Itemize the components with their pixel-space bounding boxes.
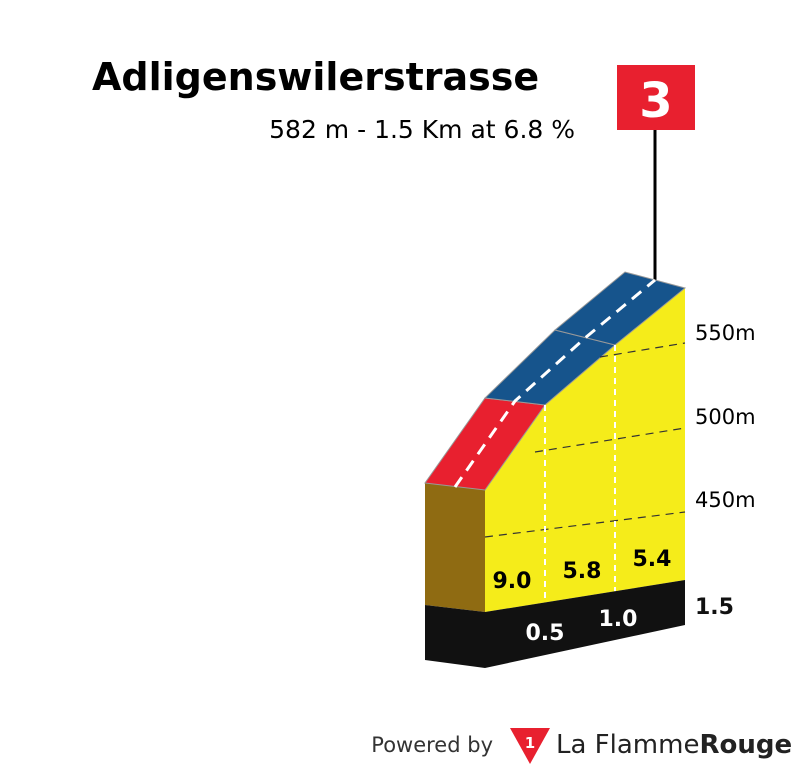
base	[485, 580, 685, 668]
km-marker: 1.5	[695, 595, 734, 620]
category-badge: 3	[639, 73, 672, 129]
road-centerline	[453, 278, 656, 488]
km-markers: 0.5 1.0 1.5	[526, 595, 734, 646]
brand-name-bold: Rouge	[699, 730, 792, 760]
powered-by: Powered by	[371, 733, 493, 757]
grid	[484, 342, 686, 538]
side-base	[425, 605, 485, 668]
title: Adligenswilerstrasse	[92, 55, 539, 99]
brand-logo-shape	[510, 728, 550, 764]
gradient: 5.8	[563, 559, 602, 584]
elevation-label: 450m	[695, 488, 756, 512]
gradient: 9.0	[493, 569, 532, 594]
brand-name: La Flamme	[556, 730, 699, 760]
flag	[617, 65, 695, 130]
elevation-label: 550m	[695, 321, 756, 345]
brand-logo: 1	[525, 734, 535, 752]
elevation-labels: 550m 500m 450m	[695, 321, 756, 512]
subtitle: 582 m - 1.5 Km at 6.8 %	[269, 115, 575, 144]
km-marker: 0.5	[526, 621, 565, 646]
segment-dividers	[544, 345, 616, 602]
gradients: 9.0 5.8 5.4	[493, 547, 672, 594]
elevation-label: 500m	[695, 405, 756, 429]
side-face	[425, 483, 485, 612]
front-face	[485, 288, 685, 612]
gradient: 5.4	[633, 547, 672, 572]
brand: La FlammeRouge	[556, 730, 792, 760]
km-marker: 1.0	[599, 607, 638, 632]
